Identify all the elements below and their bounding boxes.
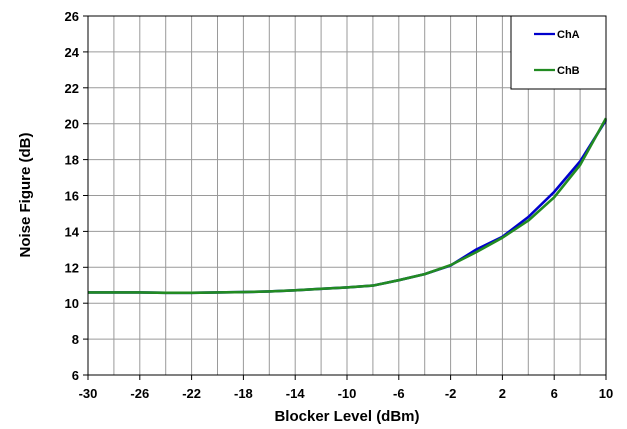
y-tick-label: 24 — [65, 45, 80, 60]
x-tick-label: 10 — [599, 386, 613, 401]
x-tick-label: -14 — [286, 386, 306, 401]
legend: ChA ChB — [510, 15, 607, 90]
x-tick-label: -2 — [445, 386, 457, 401]
x-tick-label: -18 — [234, 386, 253, 401]
series-lines — [88, 117, 608, 295]
y-tick-label: 20 — [65, 117, 79, 132]
legend-box — [510, 15, 607, 90]
legend-label-cha: ChA — [557, 29, 580, 41]
y-tick-label: 6 — [72, 368, 79, 383]
grid-lines — [88, 16, 606, 375]
legend-label-chb: ChB — [557, 65, 580, 77]
x-tick-label: 2 — [499, 386, 506, 401]
y-axis-title: Noise Figure (dB) — [17, 132, 34, 257]
x-axis-title: Blocker Level (dBm) — [274, 408, 419, 425]
series-line-chb — [88, 117, 608, 295]
x-tick-label: -10 — [338, 386, 357, 401]
y-tick-label: 8 — [72, 332, 79, 347]
y-tick-label: 16 — [65, 189, 79, 204]
y-tick-label: 26 — [65, 9, 79, 24]
y-tick-label: 12 — [65, 260, 79, 275]
x-tick-label: 6 — [551, 386, 558, 401]
y-tick-label: 22 — [65, 81, 79, 96]
x-tick-label: -22 — [182, 386, 201, 401]
x-tick-label: -30 — [79, 386, 98, 401]
y-tick-label: 10 — [65, 296, 79, 311]
axis-ticks: -30 -26 -22 -18 -14 -10 -6 -2 2 6 1068101214161820… — [65, 9, 614, 401]
y-tick-label: 18 — [65, 153, 79, 168]
y-tick-label: 14 — [65, 224, 80, 239]
x-tick-label: -26 — [130, 386, 149, 401]
x-tick-label: -6 — [393, 386, 405, 401]
